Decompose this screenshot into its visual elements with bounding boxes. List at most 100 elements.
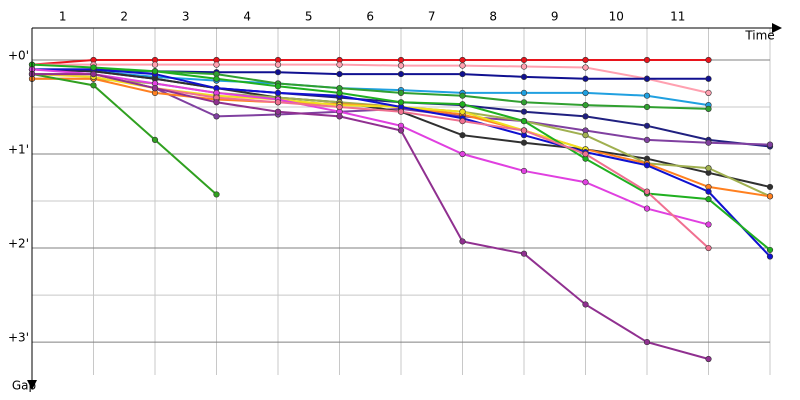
data-point: [274, 83, 282, 90]
data-point: [643, 75, 651, 82]
data-point: [520, 63, 528, 70]
series-line: [31, 73, 586, 151]
data-point: [705, 244, 712, 252]
data-point: [643, 103, 651, 111]
data-point: [582, 150, 589, 158]
series-line: [31, 68, 709, 226]
data-point: [643, 188, 651, 195]
x-tick-label: 5: [305, 10, 313, 24]
data-point: [151, 61, 159, 68]
data-point: [582, 113, 589, 120]
data-point: [520, 250, 528, 257]
data-point: [705, 89, 712, 96]
y-tick-label: +0': [8, 48, 29, 62]
data-point: [643, 56, 651, 64]
x-tick-label: 7: [428, 10, 436, 24]
data-point: [520, 73, 528, 80]
data-point: [336, 70, 343, 78]
data-point: [90, 82, 97, 89]
data-point: [643, 162, 651, 169]
data-point: [90, 64, 97, 71]
data-point: [582, 56, 589, 64]
data-point: [705, 196, 712, 203]
data-point: [397, 62, 405, 69]
series-line: [32, 63, 709, 94]
series-line: [31, 58, 709, 66]
data-point: [643, 205, 651, 212]
data-point: [397, 89, 405, 96]
data-point: [213, 61, 220, 68]
data-point: [705, 75, 712, 82]
data-point: [397, 56, 405, 64]
data-point: [459, 101, 466, 108]
data-point: [582, 132, 589, 139]
data-point: [582, 64, 589, 71]
data-point: [459, 117, 466, 125]
data-point: [520, 127, 528, 134]
data-point: [520, 56, 528, 64]
y-axis-arrow: [27, 380, 37, 390]
data-point: [459, 56, 466, 64]
data-point: [397, 127, 405, 134]
x-tick-label: 11: [670, 10, 685, 24]
data-point: [766, 253, 774, 260]
data-point: [705, 221, 712, 228]
data-point: [766, 193, 774, 200]
data-point: [705, 56, 712, 64]
y-tick-label: +3': [8, 331, 29, 345]
y-axis-title: Gap: [12, 379, 36, 393]
data-point: [705, 165, 712, 172]
data-point: [397, 99, 405, 106]
data-point: [336, 103, 343, 111]
data-point: [151, 68, 159, 75]
x-tick-label: 6: [366, 10, 374, 24]
data-point: [582, 75, 589, 82]
data-point: [459, 132, 466, 139]
x-tick-label: 10: [609, 10, 624, 24]
data-point: [274, 108, 282, 115]
data-point: [213, 99, 220, 106]
series-line: [31, 68, 709, 107]
data-point: [582, 179, 589, 186]
data-point: [643, 338, 651, 346]
data-point: [213, 113, 220, 120]
data-point: [336, 113, 343, 120]
data-point: [582, 301, 589, 308]
data-point: [274, 89, 282, 96]
data-point: [459, 150, 466, 158]
data-point: [705, 355, 712, 363]
data-point: [520, 139, 528, 146]
data-point: [90, 70, 97, 78]
data-point: [274, 99, 282, 106]
x-tick-label: 1: [59, 10, 67, 24]
data-point: [643, 122, 651, 129]
data-point: [520, 89, 528, 96]
data-point: [397, 108, 405, 115]
x-tick-label: 8: [489, 10, 497, 24]
y-tick-label: +2': [8, 237, 29, 251]
data-point: [459, 238, 466, 245]
data-point: [459, 70, 466, 78]
x-axis-arrow: [772, 23, 782, 33]
data-point: [459, 92, 466, 99]
data-point: [705, 105, 712, 112]
x-tick-label: 3: [182, 10, 190, 24]
data-point: [643, 136, 651, 144]
data-point: [582, 102, 589, 109]
data-point: [766, 246, 774, 254]
data-point: [705, 188, 712, 195]
data-point: [766, 183, 774, 191]
data-point: [336, 61, 343, 68]
y-tick-label: +1': [8, 143, 29, 157]
data-point: [151, 136, 159, 144]
data-point: [520, 117, 528, 125]
x-tick-label: 9: [551, 10, 559, 24]
x-axis-title: Time: [744, 29, 774, 43]
x-tick-label: 4: [243, 10, 251, 24]
data-point: [274, 69, 282, 76]
series-line: [32, 73, 709, 360]
data-point: [213, 191, 220, 198]
data-point: [520, 167, 528, 175]
data-point: [459, 62, 466, 69]
